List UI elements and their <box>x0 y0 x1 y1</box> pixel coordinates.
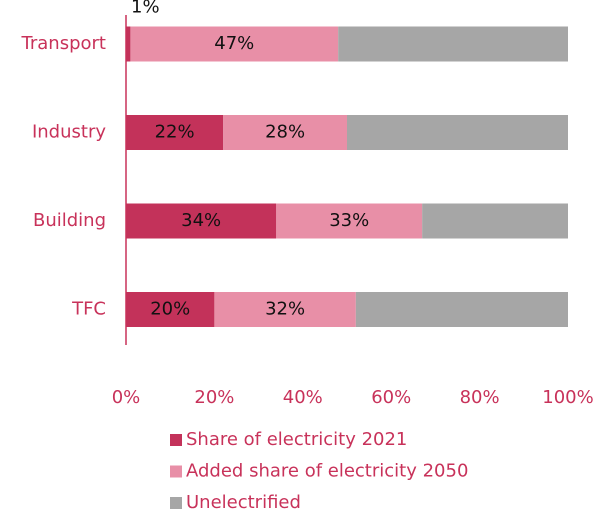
value-label: 20% <box>150 299 190 320</box>
bar-segment <box>214 292 356 327</box>
bar-segment <box>338 26 568 62</box>
bar-segment <box>276 203 423 239</box>
legend-label: Added share of electricity 2050 <box>186 461 468 482</box>
bar-segment <box>126 203 277 239</box>
x-tick-label: 100% <box>542 387 593 408</box>
legend-label: Unelectrified <box>186 492 301 513</box>
bar-segment <box>347 115 568 150</box>
bar-segment <box>422 203 568 239</box>
value-label: 33% <box>329 210 369 231</box>
value-label: 32% <box>265 299 305 320</box>
legend-swatch <box>170 465 182 478</box>
bar-segment <box>355 292 568 327</box>
category-label: Transport <box>21 33 106 54</box>
bar-segment <box>223 115 347 150</box>
value-label: 47% <box>214 33 254 54</box>
category-label: Building <box>33 210 106 231</box>
bar-segment <box>126 292 215 327</box>
legend-swatch <box>170 434 182 446</box>
bar-segment <box>126 26 131 62</box>
legend-swatch <box>170 497 182 509</box>
category-label: Industry <box>32 122 106 143</box>
value-label: 22% <box>155 122 195 143</box>
x-tick-label: 40% <box>283 387 323 408</box>
bar-segment <box>126 115 224 150</box>
x-tick-label: 0% <box>112 387 141 408</box>
x-tick-label: 80% <box>460 387 500 408</box>
category-label: TFC <box>71 299 106 320</box>
x-tick-label: 60% <box>371 387 411 408</box>
bar-segment <box>130 26 339 62</box>
value-label: 1% <box>131 0 160 18</box>
value-label: 28% <box>265 122 305 143</box>
value-label: 34% <box>181 210 221 231</box>
x-tick-label: 20% <box>194 387 234 408</box>
legend-label: Share of electricity 2021 <box>186 429 407 450</box>
